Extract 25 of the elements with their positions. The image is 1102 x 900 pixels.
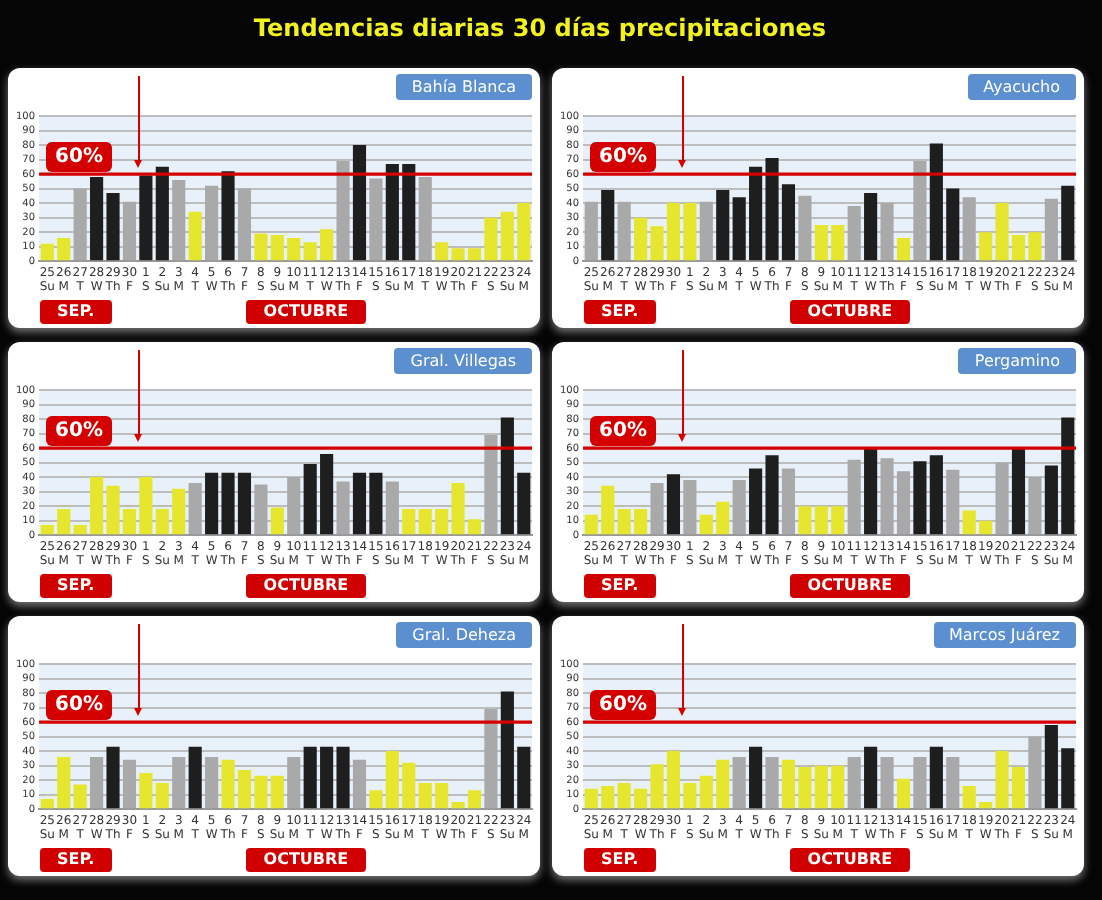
text: OCTUBRE <box>789 300 911 324</box>
text: SEP. <box>39 300 113 324</box>
chart-subtitle: Bahía Blanca <box>395 74 532 100</box>
chart-subtitle: Ayacucho <box>967 74 1076 100</box>
chart-title: Tendencias diarias 30 días precipitaciones <box>251 14 829 42</box>
ref-line-label: 60% <box>45 690 113 721</box>
chart-subtitle: Pergamino <box>958 348 1076 374</box>
ref-line-label: 60% <box>589 142 657 173</box>
text: SEP. <box>583 574 657 598</box>
text: OCTUBRE <box>789 848 911 872</box>
text: SEP. <box>583 300 657 324</box>
chart-subtitle: Gral. Deheza <box>396 622 532 648</box>
ref-line-label: 60% <box>45 142 113 173</box>
ref-line-label: 60% <box>45 416 113 447</box>
chart-subtitle: Marcos Juárez <box>933 622 1076 648</box>
text: OCTUBRE <box>245 848 367 872</box>
ref-line-label: 60% <box>589 690 657 721</box>
chart-subtitle: Gral. Villegas <box>394 348 532 374</box>
text: SEP. <box>39 848 113 872</box>
text: OCTUBRE <box>245 300 367 324</box>
text: OCTUBRE <box>789 574 911 598</box>
text: SEP. <box>39 574 113 598</box>
ref-line-label: 60% <box>589 416 657 447</box>
text: SEP. <box>583 848 657 872</box>
text: OCTUBRE <box>245 574 367 598</box>
